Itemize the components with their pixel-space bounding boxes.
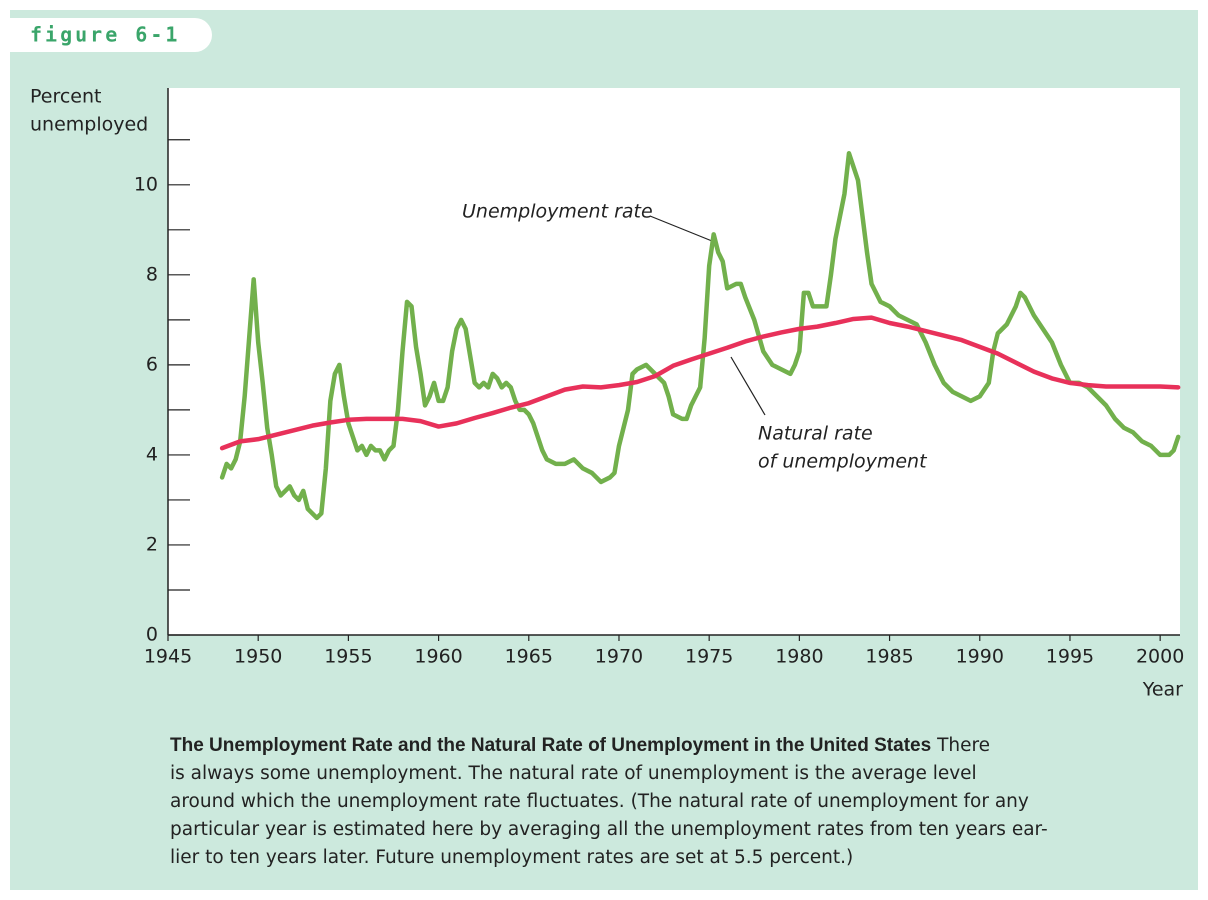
y-axis-label: unemployed (30, 114, 148, 136)
y-tick-label: 6 (146, 353, 158, 375)
leader-line (730, 356, 766, 416)
y-tick-label: 2 (146, 533, 158, 555)
x-tick-label: 1990 (956, 646, 1004, 668)
y-axis-label: Percent (30, 86, 102, 108)
data-line (219, 315, 1181, 451)
caption: The Unemployment Rate and the Natural Ra… (170, 732, 1190, 872)
x-axis-label: Year (1142, 679, 1183, 701)
y-tick-label: 8 (146, 263, 158, 285)
leader-line (649, 215, 713, 242)
annotation: of unemployment (758, 451, 928, 473)
caption-text: is always some unemployment. The natural… (170, 763, 977, 784)
data-line (219, 151, 1181, 521)
x-tick-label: 1945 (144, 646, 192, 668)
caption-title: The Unemployment Rate and the Natural Ra… (170, 735, 932, 756)
x-tick-label: 2000 (1136, 646, 1184, 668)
y-tick-label: 4 (146, 443, 158, 465)
x-tick-label: 1950 (234, 646, 282, 668)
x-tick-label: 1955 (324, 646, 372, 668)
y-tick-label: 10 (134, 173, 158, 195)
caption-text: There (937, 735, 991, 756)
caption-text: around which the unemployment rate fluct… (170, 791, 1029, 812)
x-tick-label: 1985 (865, 646, 913, 668)
x-tick-label: 1960 (414, 646, 462, 668)
x-tick-label: 1970 (595, 646, 643, 668)
figure-tab (10, 18, 212, 52)
figure-label: figure 6-1 (30, 23, 180, 47)
caption-text: particular year is estimated here by ave… (170, 819, 1048, 840)
x-tick-label: 1965 (505, 646, 553, 668)
y-tick-label: 0 (146, 624, 158, 646)
x-tick-label: 1975 (685, 646, 733, 668)
x-tick-label: 1995 (1046, 646, 1094, 668)
annotation: Unemployment rate (462, 201, 653, 223)
x-tick-label: 1980 (775, 646, 823, 668)
caption-text: lier to ten years later. Future unemploy… (170, 847, 854, 868)
plot-area (168, 88, 1180, 635)
annotation: Natural rate (758, 423, 873, 445)
